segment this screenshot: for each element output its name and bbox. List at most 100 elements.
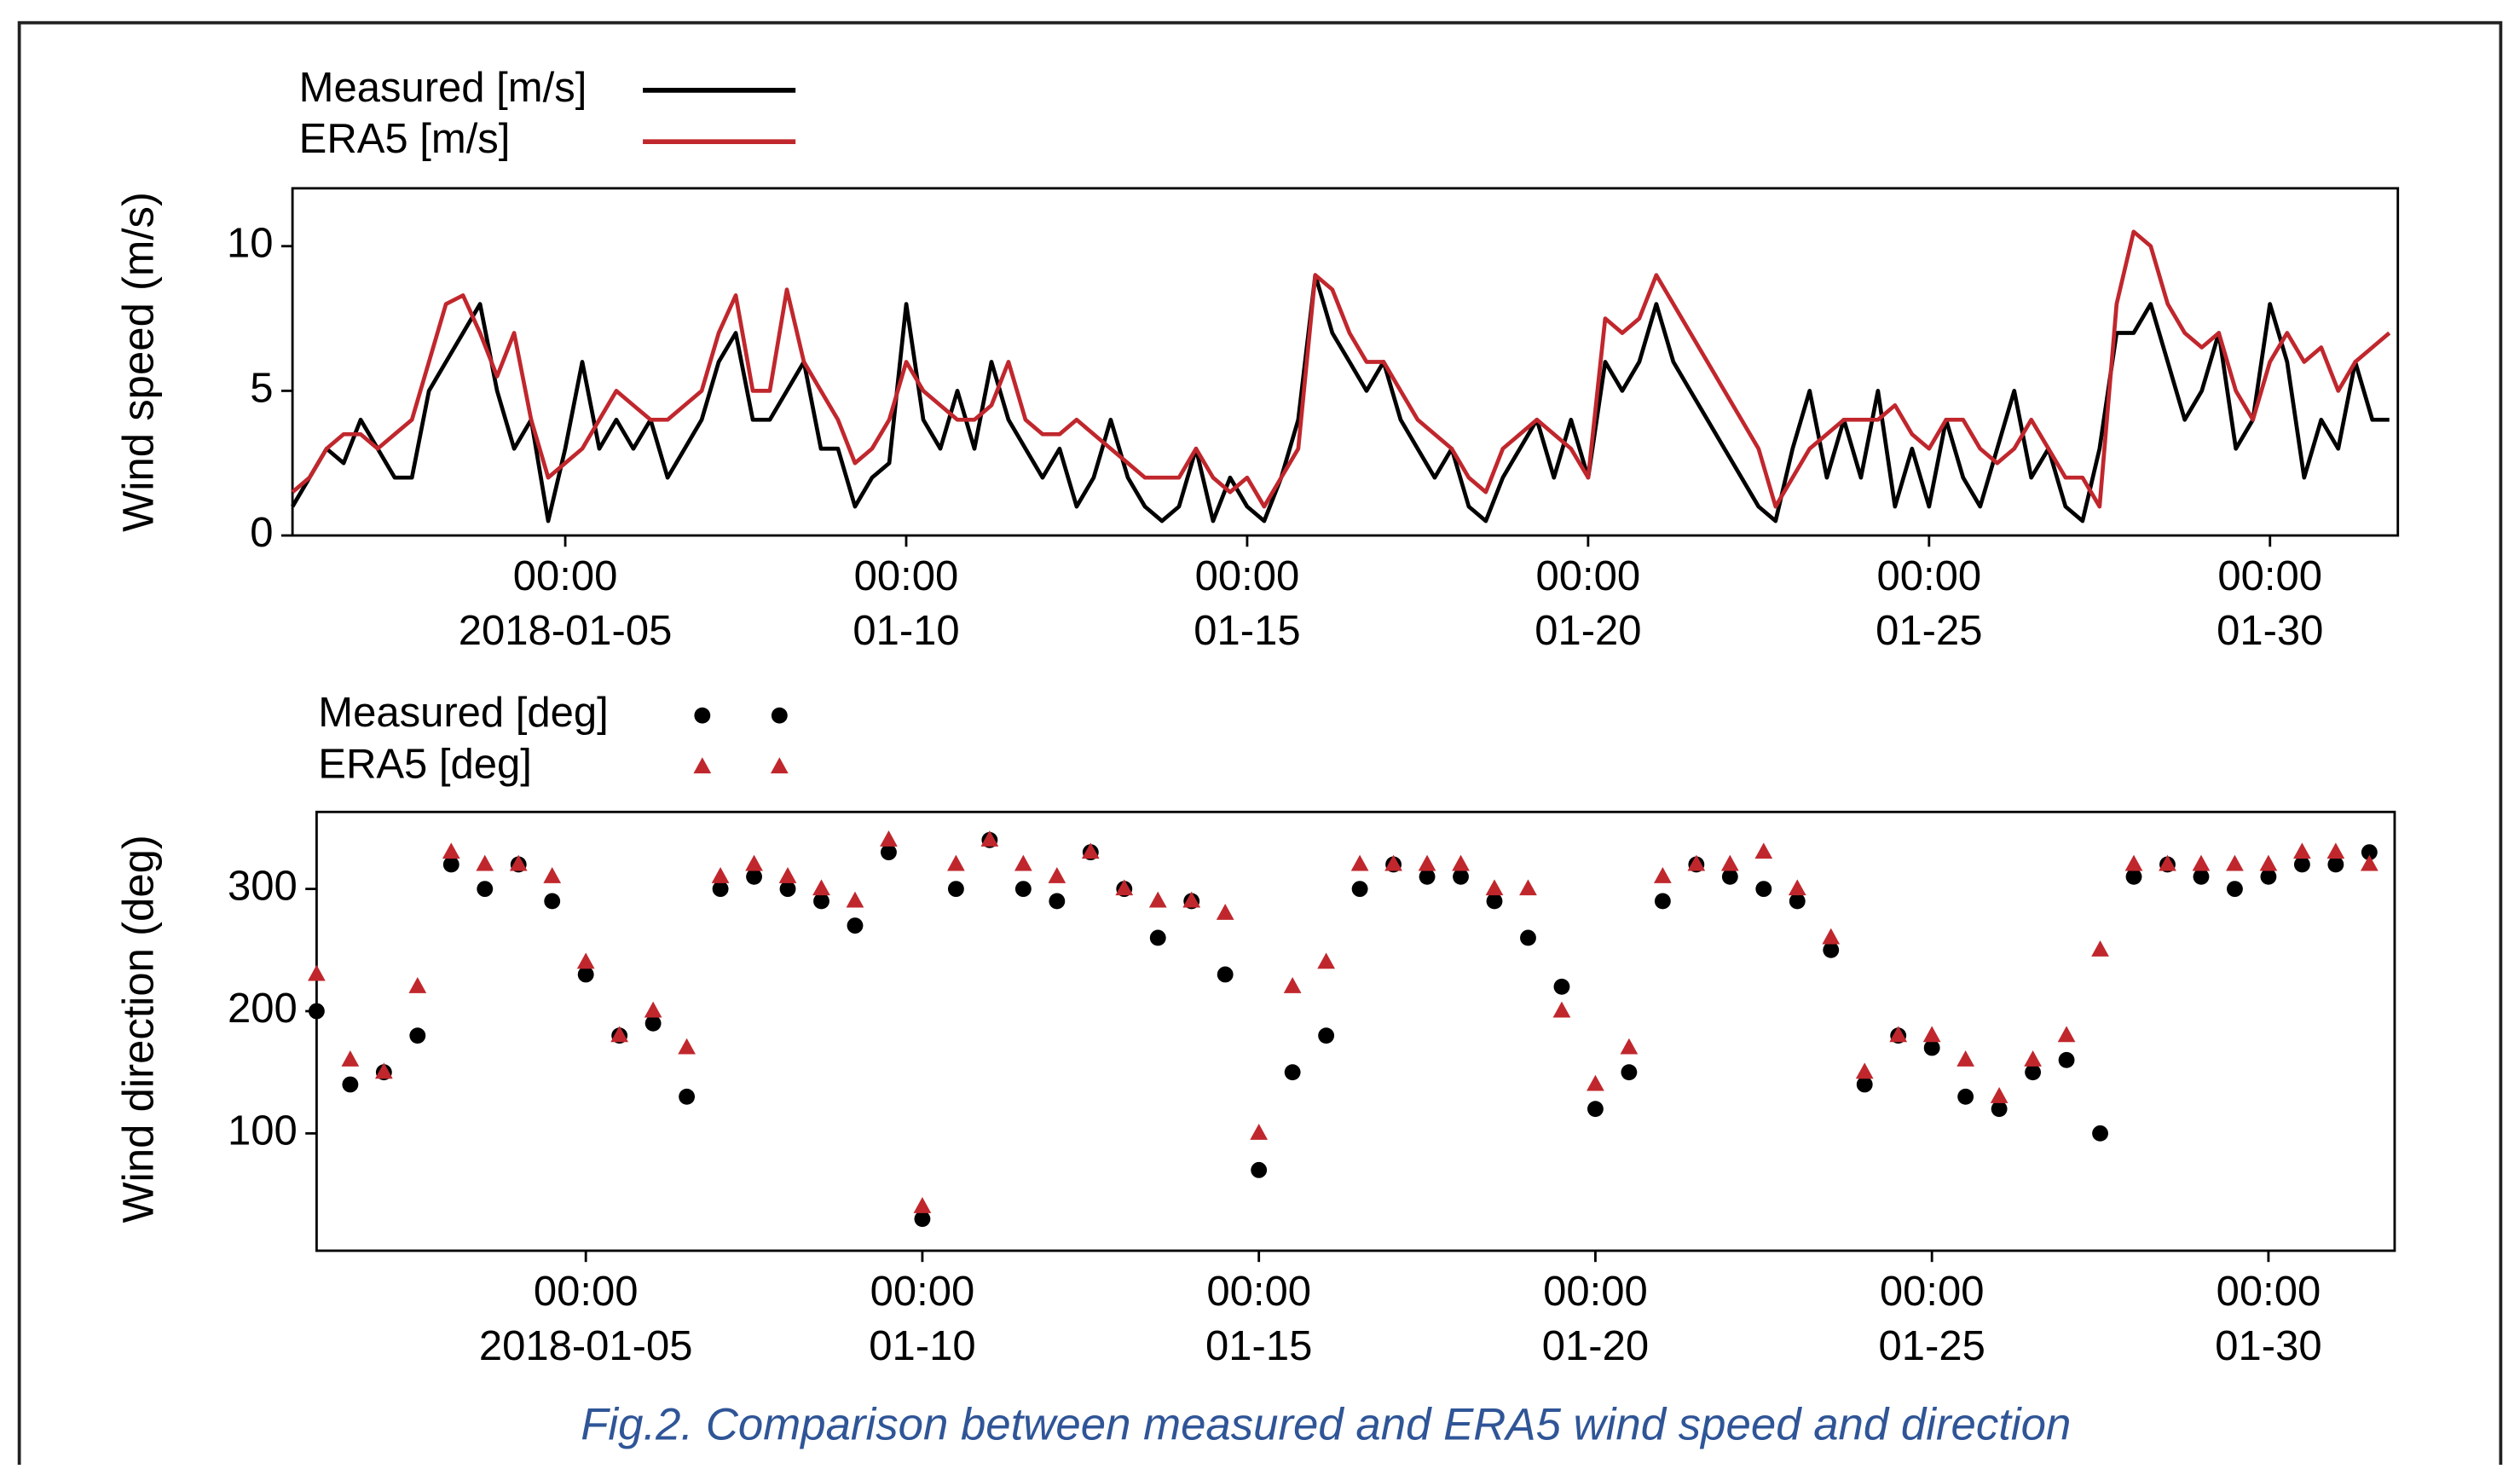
data-point — [1822, 928, 1841, 945]
data-point — [2092, 1125, 2108, 1142]
data-point — [1789, 893, 1806, 910]
data-point — [2259, 854, 2278, 871]
data-point — [947, 881, 964, 898]
data-point — [543, 866, 562, 883]
x-tick-label: 00:00 01-25 — [1879, 1269, 1985, 1369]
y-tick-label: 100 — [228, 1108, 298, 1154]
data-point — [644, 1015, 662, 1032]
data-point — [2159, 854, 2176, 871]
y-tick-label: 5 — [250, 365, 273, 411]
data-point — [1519, 879, 1537, 896]
data-point — [745, 854, 763, 871]
frame — [17, 20, 2503, 1469]
data-point — [2227, 881, 2243, 898]
data-point — [1654, 866, 1672, 883]
data-point — [1553, 978, 1570, 995]
legend-swatch — [694, 707, 711, 724]
data-point — [442, 842, 460, 859]
data-point — [1991, 1101, 2008, 1118]
data-point — [1552, 1001, 1571, 1018]
data-point — [1149, 929, 1166, 946]
data-point — [2091, 940, 2109, 957]
data-point — [1049, 893, 1066, 910]
data-point — [1250, 1124, 1269, 1140]
data-point — [1889, 1026, 1908, 1043]
data-point — [1318, 1027, 1335, 1044]
data-point — [1350, 854, 1369, 871]
legend-swatch — [770, 757, 789, 774]
y-tick-label: 200 — [228, 986, 298, 1032]
data-point — [812, 879, 830, 896]
data-point — [2326, 842, 2345, 859]
data-point — [1721, 868, 1738, 885]
data-point — [308, 964, 326, 981]
data-point — [813, 893, 829, 910]
plot-area — [315, 810, 2396, 1252]
data-point — [1351, 881, 1368, 898]
data-point — [1115, 879, 1134, 896]
data-point — [711, 866, 730, 883]
data-point — [1754, 842, 1773, 859]
x-tick-label: 00:00 01-30 — [2217, 553, 2323, 654]
data-point — [880, 830, 898, 847]
data-point — [1384, 854, 1402, 871]
data-point — [308, 1003, 325, 1020]
data-point — [1855, 1062, 1874, 1079]
data-line — [291, 229, 2391, 509]
data-point — [2192, 854, 2211, 871]
x-tick-label: 00:00 01-30 — [2215, 1269, 2321, 1369]
data-point — [2293, 856, 2310, 873]
data-point — [509, 854, 528, 871]
data-point — [1014, 881, 1032, 898]
data-point — [914, 1211, 931, 1228]
data-point — [2360, 854, 2378, 871]
x-tick-label: 00:00 01-20 — [1542, 1269, 1649, 1369]
data-point — [1048, 866, 1066, 883]
data-point — [779, 881, 796, 898]
legend-label: ERA5 [deg] — [318, 741, 532, 787]
legend-swatch — [771, 707, 788, 724]
data-point — [1990, 1087, 2008, 1103]
data-point — [778, 866, 797, 883]
data-point — [1014, 854, 1032, 871]
data-point — [1317, 952, 1335, 969]
data-point — [477, 881, 494, 898]
caption: Fig.2. Comparison between measured and E… — [581, 1399, 2071, 1449]
data-point — [1520, 929, 1536, 946]
data-point — [610, 1026, 629, 1043]
data-point — [544, 893, 561, 910]
data-point — [1922, 1026, 1941, 1043]
data-point — [1485, 879, 1504, 896]
y-tick-label: 0 — [250, 510, 273, 556]
data-point — [1587, 1074, 1604, 1091]
x-tick-label: 00:00 2018-01-05 — [459, 553, 673, 654]
data-point — [2125, 868, 2142, 885]
legend-label: ERA5 [m/s] — [299, 116, 511, 162]
x-tick-label: 00:00 01-20 — [1535, 553, 1641, 654]
data-point — [1418, 854, 1436, 871]
data-point — [1687, 854, 1706, 871]
data-point — [881, 844, 897, 861]
data-point — [2058, 1051, 2075, 1068]
data-point — [1284, 1064, 1301, 1081]
data-point — [644, 1001, 662, 1018]
data-point — [577, 966, 594, 983]
data-point — [1923, 1039, 1940, 1056]
data-point — [1251, 1161, 1268, 1178]
data-point — [2293, 842, 2311, 859]
data-point — [2260, 868, 2277, 885]
data-point — [1620, 1038, 1639, 1055]
data-point — [1419, 868, 1436, 885]
data-point — [1283, 977, 1302, 993]
data-point — [913, 1197, 932, 1213]
data-point — [2025, 1064, 2042, 1081]
y-tick-label: 10 — [227, 221, 274, 267]
data-point — [1654, 893, 1671, 910]
data-point — [746, 868, 762, 885]
x-tick-label: 00:00 01-25 — [1876, 553, 1982, 654]
data-point — [2193, 868, 2210, 885]
data-line — [291, 273, 2390, 523]
data-point — [2024, 1050, 2042, 1067]
data-point — [2327, 856, 2344, 873]
